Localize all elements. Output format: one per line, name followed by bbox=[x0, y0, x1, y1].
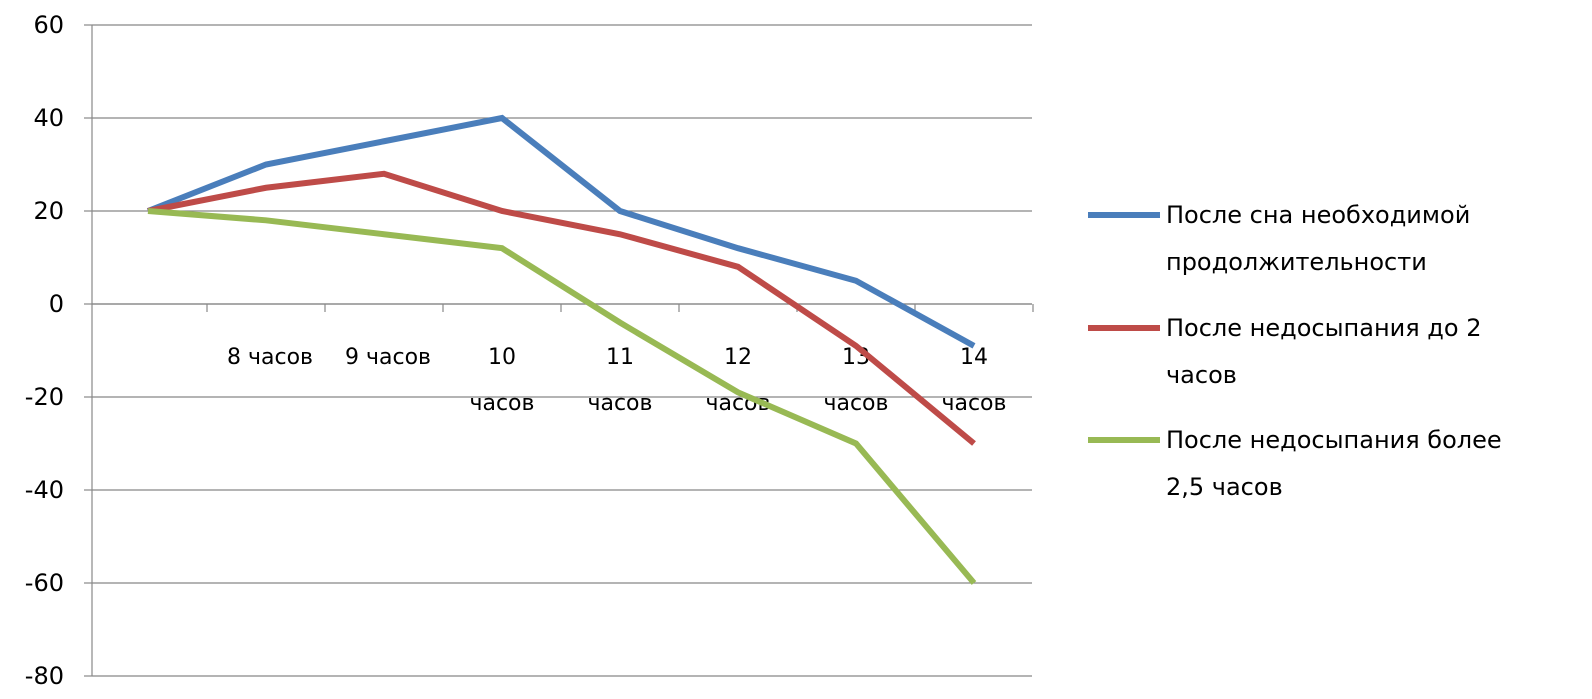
legend-label: 2,5 часов bbox=[1166, 473, 1283, 501]
x-tick-label: часов bbox=[469, 391, 534, 416]
legend: После сна необходимой продолжительности По… bbox=[1088, 201, 1502, 501]
y-tick-label: -60 bbox=[25, 569, 64, 597]
axes bbox=[84, 24, 1034, 677]
x-tick-label: часов bbox=[941, 391, 1006, 416]
y-tick-label: 60 bbox=[33, 11, 64, 39]
y-tick-label: -20 bbox=[25, 383, 64, 411]
legend-label: После недосыпания более bbox=[1166, 426, 1502, 454]
y-tick-label: 40 bbox=[33, 104, 64, 132]
legend-label: После недосыпания до 2 bbox=[1166, 314, 1481, 342]
legend-label: продолжительности bbox=[1166, 248, 1427, 276]
x-tick-label: 14 bbox=[960, 345, 988, 370]
series-line bbox=[146, 114, 976, 349]
legend-label: После сна необходимой bbox=[1166, 201, 1470, 229]
series-line bbox=[147, 170, 976, 446]
y-tick-label: -40 bbox=[25, 476, 64, 504]
y-tick-label: 0 bbox=[49, 290, 64, 318]
x-tick-label: часов bbox=[587, 391, 652, 416]
x-tick-label: 8 часов bbox=[227, 345, 313, 370]
series-lines bbox=[146, 114, 977, 585]
legend-label: часов bbox=[1166, 361, 1237, 389]
y-tick-label: -80 bbox=[25, 662, 64, 690]
y-tick-label: 20 bbox=[33, 197, 64, 225]
x-tick-label: 11 bbox=[606, 345, 634, 370]
x-tick-label: 9 часов bbox=[345, 345, 431, 370]
x-tick-label: 10 bbox=[488, 345, 516, 370]
series-line bbox=[147, 208, 977, 585]
x-tick-label: часов bbox=[823, 391, 888, 416]
y-axis-tick-labels: 60 40 20 0 -20 -40 -60 -80 bbox=[25, 11, 64, 690]
x-axis-tick-labels: 8 часов 9 часов 10часов11часов12часов13час… bbox=[227, 345, 1007, 416]
x-tick-label: 12 bbox=[724, 345, 752, 370]
